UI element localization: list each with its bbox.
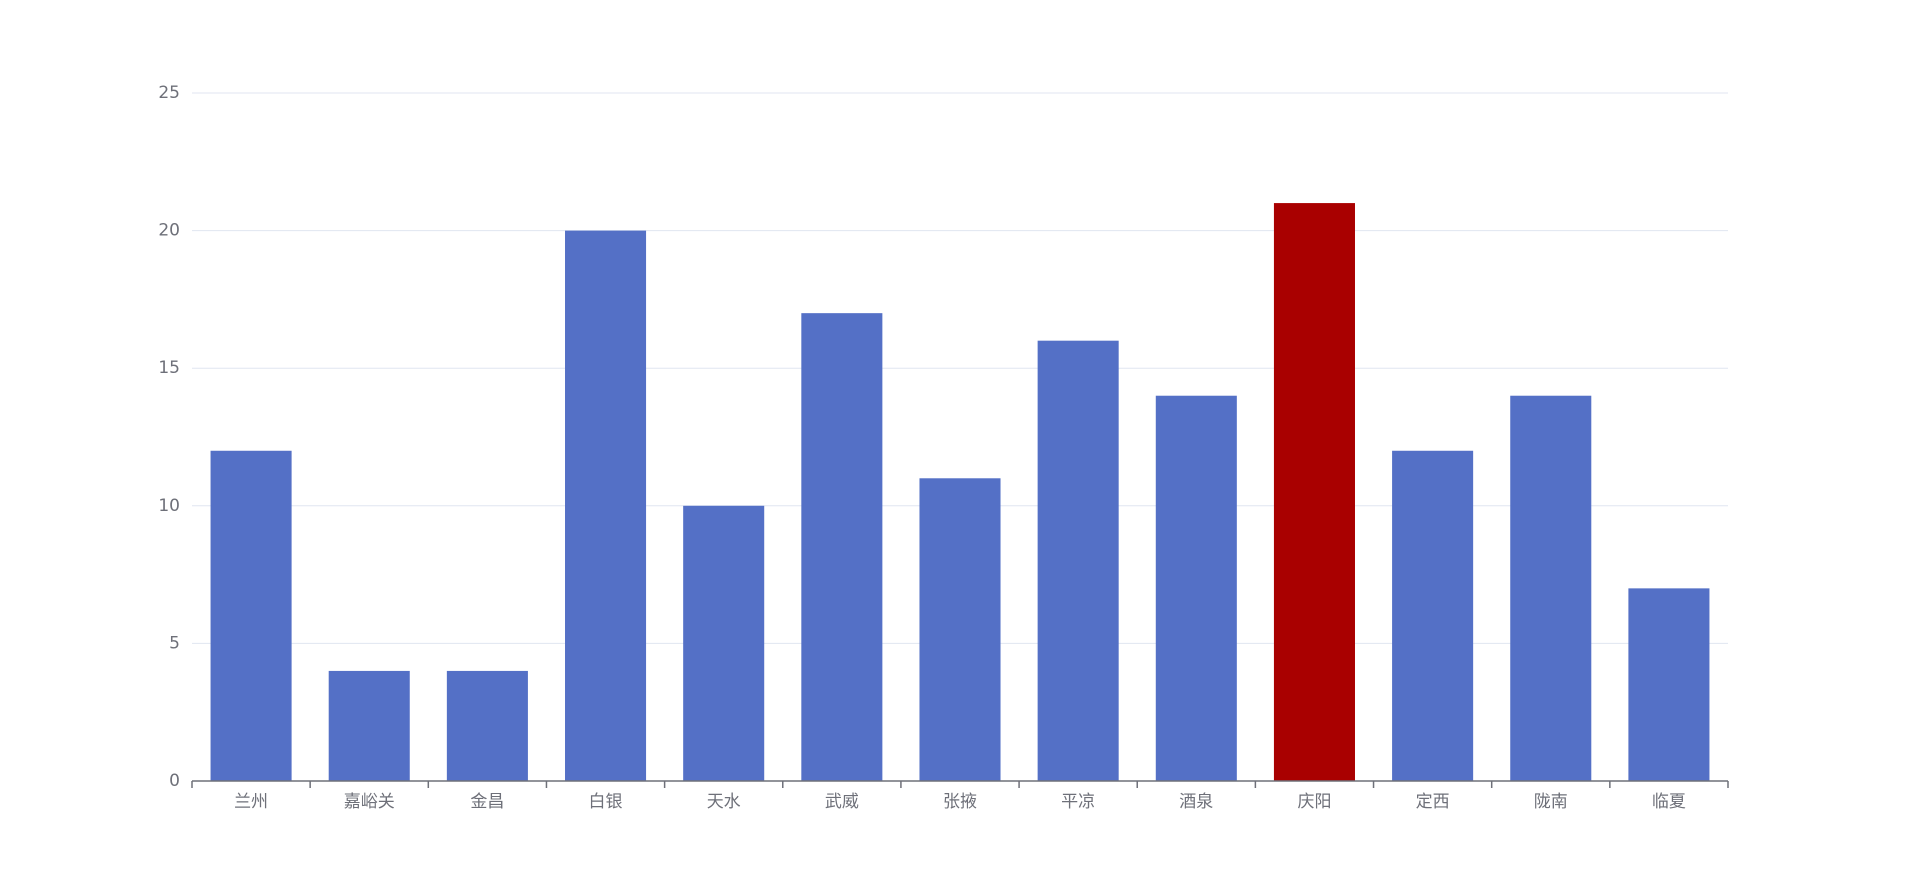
- x-tick-label: 武威: [825, 792, 859, 812]
- bar: [328, 670, 410, 781]
- x-tick-label: 定西: [1416, 792, 1450, 812]
- x-tick-label: 白银: [589, 792, 623, 812]
- x-tick-label: 张掖: [943, 792, 977, 812]
- bar: [1510, 395, 1592, 781]
- bar: [210, 450, 292, 781]
- y-tick-label: 5: [169, 633, 180, 653]
- bar: [1273, 203, 1355, 781]
- bar: [446, 670, 528, 781]
- x-tick-label: 庆阳: [1297, 792, 1331, 812]
- x-tick-label: 金昌: [470, 792, 504, 812]
- bar: [1392, 450, 1474, 781]
- y-tick-label: 0: [169, 771, 180, 791]
- x-tick-label: 平凉: [1061, 792, 1095, 812]
- bar: [565, 230, 647, 782]
- x-tick-label: 陇南: [1534, 792, 1568, 812]
- x-tick-label: 天水: [707, 792, 741, 812]
- bar: [683, 505, 765, 781]
- y-tick-label: 20: [158, 221, 180, 241]
- x-tick-label: 酒泉: [1179, 792, 1213, 812]
- x-tick-label: 临夏: [1652, 792, 1686, 812]
- bar: [919, 478, 1001, 781]
- y-tick-label: 10: [158, 496, 180, 516]
- x-tick-label: 兰州: [234, 792, 268, 812]
- y-tick-label: 25: [158, 83, 180, 103]
- bar: [801, 313, 883, 781]
- y-tick-label: 15: [158, 358, 180, 378]
- bar: [1155, 395, 1237, 781]
- bar: [1037, 340, 1119, 781]
- bar: [1628, 588, 1710, 781]
- x-tick-label: 嘉峪关: [344, 792, 395, 812]
